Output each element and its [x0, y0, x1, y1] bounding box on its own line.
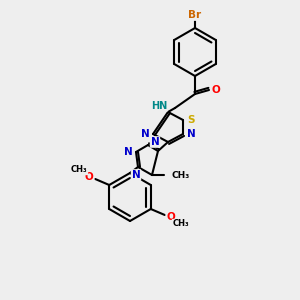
Text: O: O	[212, 85, 220, 95]
Text: O: O	[167, 212, 175, 222]
Text: N: N	[141, 129, 149, 139]
Text: N: N	[124, 147, 132, 157]
Text: N: N	[151, 137, 159, 147]
Text: Br: Br	[188, 10, 202, 20]
Text: N: N	[187, 129, 195, 139]
Text: CH₃: CH₃	[71, 166, 88, 175]
Text: CH₃: CH₃	[172, 170, 190, 179]
Text: CH₃: CH₃	[172, 220, 189, 229]
Text: HN: HN	[151, 101, 167, 111]
Text: S: S	[187, 115, 195, 125]
Text: O: O	[85, 172, 94, 182]
Text: N: N	[132, 170, 140, 180]
